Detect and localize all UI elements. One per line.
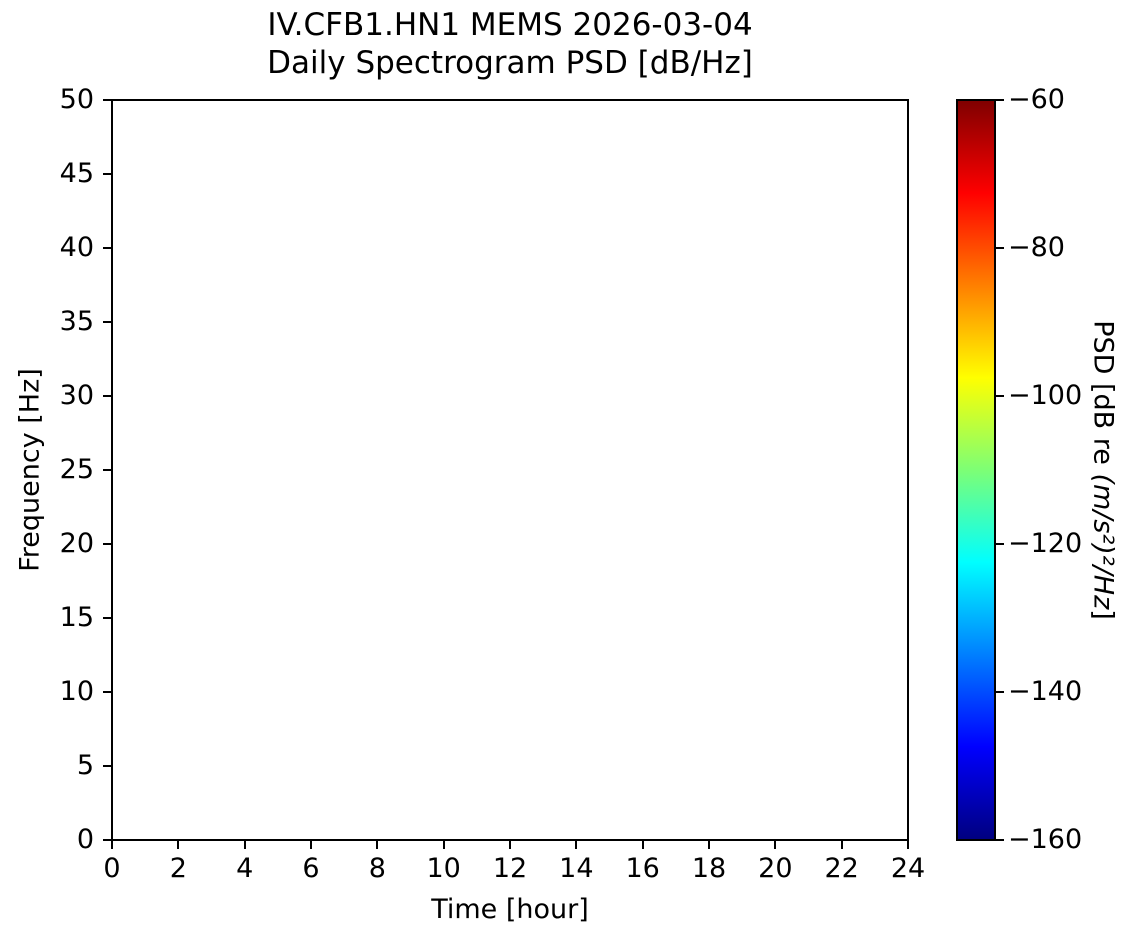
colorbar-tick-mark [996, 691, 1004, 693]
y-tick-mark [103, 395, 111, 397]
x-tick-label: 20 [758, 853, 793, 884]
y-tick-mark [103, 99, 111, 101]
y-tick-label: 0 [76, 824, 94, 855]
x-tick-mark [641, 841, 644, 849]
x-tick-mark [774, 841, 777, 849]
chart-title: IV.CFB1.HN1 MEMS 2026-03-04 Daily Spectr… [112, 6, 908, 82]
plot-area [111, 99, 909, 841]
y-tick-label: 25 [59, 454, 94, 485]
x-tick-label: 24 [890, 853, 926, 884]
x-tick-mark [442, 841, 445, 849]
colorbar-tick-mark [996, 247, 1004, 249]
y-tick-label: 30 [59, 380, 94, 411]
x-tick-mark [111, 841, 113, 849]
x-axis-label: Time [hour] [431, 894, 589, 925]
x-tick-mark [840, 841, 843, 849]
y-tick-mark [103, 469, 111, 471]
x-tick-mark [310, 841, 312, 849]
x-tick-label: 2 [169, 853, 187, 884]
colorbar-tick-label: −100 [1008, 380, 1083, 411]
colorbar-tick-mark [996, 99, 1004, 101]
x-tick-label: 18 [691, 853, 727, 884]
x-tick-label: 6 [302, 853, 320, 884]
y-tick-mark [103, 765, 111, 767]
x-tick-label: 8 [368, 853, 386, 884]
x-tick-label: 12 [492, 853, 528, 884]
y-tick-label: 50 [59, 84, 94, 115]
x-tick-mark [509, 841, 511, 849]
x-tick-mark [243, 841, 246, 849]
colorbar-tick-mark [996, 395, 1004, 397]
y-tick-mark [103, 321, 111, 323]
y-tick-label: 5 [76, 750, 94, 781]
x-tick-label: 14 [559, 853, 594, 884]
colorbar-tick-label: −140 [1008, 676, 1083, 707]
y-tick-label: 45 [59, 158, 94, 189]
colorbar-tick-label: −120 [1008, 528, 1083, 559]
y-tick-mark [103, 839, 111, 841]
y-tick-label: 40 [59, 232, 94, 263]
y-tick-mark [103, 173, 111, 175]
colorbar-tick-mark [996, 839, 1004, 841]
x-tick-mark [708, 841, 710, 849]
colorbar-tick-label: −60 [1008, 84, 1065, 115]
x-tick-mark [177, 841, 180, 849]
colorbar-tick-mark [996, 543, 1004, 545]
x-tick-label: 10 [426, 853, 461, 884]
colorbar-tick-label: −160 [1008, 824, 1083, 855]
chart-title-line1: IV.CFB1.HN1 MEMS 2026-03-04 [267, 7, 753, 43]
y-tick-label: 20 [59, 528, 94, 559]
x-tick-mark [376, 841, 379, 849]
x-tick-mark [907, 841, 909, 849]
x-tick-label: 16 [625, 853, 660, 884]
y-tick-mark [103, 247, 111, 249]
y-tick-label: 10 [59, 676, 94, 707]
colorbar-label: PSD [dB re (m/s²)²/Hz] [1088, 320, 1119, 620]
x-tick-mark [575, 841, 578, 849]
x-tick-label: 0 [103, 853, 121, 884]
x-tick-label: 22 [824, 853, 859, 884]
y-tick-label: 35 [59, 306, 94, 337]
y-tick-mark [103, 617, 111, 619]
y-tick-label: 15 [59, 602, 94, 633]
y-tick-mark [103, 543, 111, 545]
colorbar-tick-label: −80 [1008, 232, 1065, 263]
chart-title-line2: Daily Spectrogram PSD [dB/Hz] [267, 45, 753, 81]
colorbar [956, 99, 996, 841]
colorbar-label-suffix: ] [1087, 609, 1119, 620]
y-tick-mark [103, 691, 111, 693]
x-tick-label: 4 [236, 853, 254, 884]
